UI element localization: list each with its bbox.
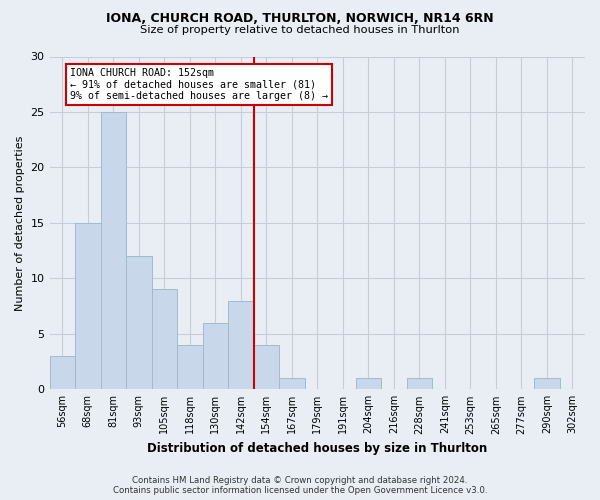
Text: Size of property relative to detached houses in Thurlton: Size of property relative to detached ho…: [140, 25, 460, 35]
Bar: [279, 378, 305, 390]
Bar: [254, 345, 279, 390]
Bar: [75, 223, 101, 390]
Text: Contains public sector information licensed under the Open Government Licence v3: Contains public sector information licen…: [113, 486, 487, 495]
Bar: [534, 378, 560, 390]
Bar: [356, 378, 381, 390]
Y-axis label: Number of detached properties: Number of detached properties: [15, 135, 25, 310]
Bar: [228, 300, 254, 390]
Bar: [101, 112, 126, 390]
X-axis label: Distribution of detached houses by size in Thurlton: Distribution of detached houses by size …: [147, 442, 487, 455]
Bar: [126, 256, 152, 390]
Bar: [177, 345, 203, 390]
Text: IONA CHURCH ROAD: 152sqm
← 91% of detached houses are smaller (81)
9% of semi-de: IONA CHURCH ROAD: 152sqm ← 91% of detach…: [70, 68, 328, 101]
Bar: [203, 322, 228, 390]
Bar: [407, 378, 432, 390]
Bar: [152, 290, 177, 390]
Bar: [50, 356, 75, 390]
Text: IONA, CHURCH ROAD, THURLTON, NORWICH, NR14 6RN: IONA, CHURCH ROAD, THURLTON, NORWICH, NR…: [106, 12, 494, 26]
Text: Contains HM Land Registry data © Crown copyright and database right 2024.: Contains HM Land Registry data © Crown c…: [132, 476, 468, 485]
